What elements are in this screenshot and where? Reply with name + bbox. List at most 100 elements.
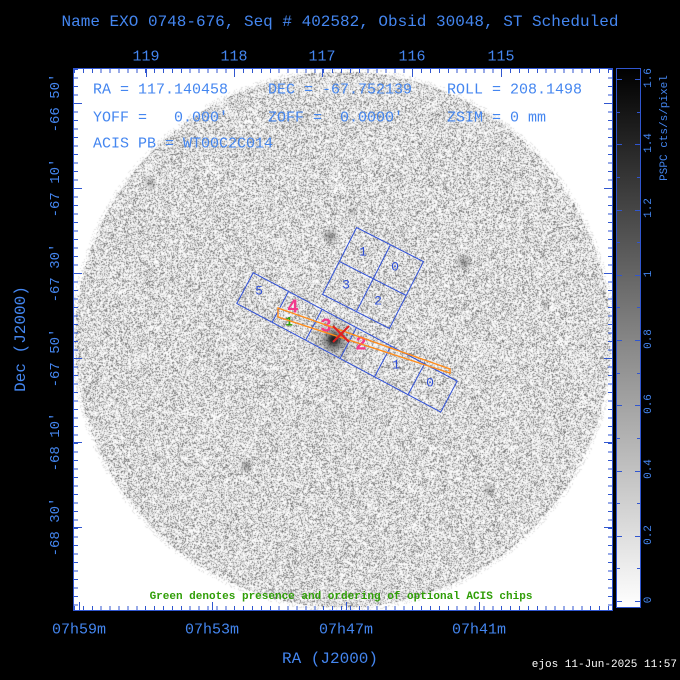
colorbar-tick bbox=[617, 340, 622, 341]
colorbar-tick bbox=[637, 372, 640, 374]
acis-s-divider bbox=[339, 327, 357, 359]
chip-number-label: 2 bbox=[355, 333, 367, 356]
colorbar-tick bbox=[635, 470, 640, 472]
colorbar-tick-label: 0.8 bbox=[643, 329, 655, 349]
chip-number-label: 0 bbox=[391, 259, 399, 275]
colorbar-tick bbox=[637, 242, 640, 244]
info-text: ZOFF = 0.0000' bbox=[268, 109, 404, 127]
colorbar-tick-label: 0.4 bbox=[643, 459, 655, 479]
info-text: ZSIM = 0 mm bbox=[447, 109, 547, 127]
chip-number-label: 1 bbox=[392, 357, 400, 373]
x-axis-top-major-tick bbox=[146, 69, 147, 77]
acis-s-divider bbox=[374, 345, 391, 377]
chip-number-label: 1 bbox=[359, 244, 367, 260]
y-axis-right-major-tick bbox=[604, 442, 612, 443]
x-axis-bottom-tick-label: 07h59m bbox=[51, 621, 107, 639]
chip-number-label: 2 bbox=[374, 293, 382, 309]
colorbar-tick bbox=[635, 405, 640, 407]
info-text: DEC = -67.752139 bbox=[268, 81, 413, 99]
colorbar-tick bbox=[617, 601, 622, 602]
x-axis-top-major-tick bbox=[412, 69, 413, 77]
colorbar-tick bbox=[635, 340, 640, 341]
y-axis-left-major-tick bbox=[74, 273, 82, 274]
y-axis-left-major-tick bbox=[74, 188, 82, 189]
x-axis-top-tick-label: 116 bbox=[398, 48, 426, 66]
chip-number-label: 3 bbox=[320, 315, 332, 338]
x-axis-bottom-major-tick bbox=[212, 602, 213, 610]
sky-plot-frame: Green denotes presence and ordering of o… bbox=[73, 68, 613, 611]
colorbar-tick-label: 1.2 bbox=[643, 198, 655, 218]
colorbar-tick bbox=[637, 503, 640, 505]
colorbar-tick-label: 1.6 bbox=[643, 68, 655, 88]
y-axis-left-major-tick bbox=[74, 103, 82, 104]
colorbar-tick bbox=[617, 79, 622, 80]
colorbar-tick-label: 0 bbox=[643, 596, 655, 604]
chip-number-label: 0 bbox=[426, 375, 434, 391]
colorbar bbox=[616, 68, 641, 608]
y-axis-right-major-tick bbox=[604, 358, 612, 359]
x-axis-top-tick-label: 119 bbox=[132, 48, 160, 66]
x-axis-top-tick-label: 117 bbox=[308, 48, 336, 66]
colorbar-tick bbox=[617, 372, 620, 374]
x-axis-bottom-major-tick bbox=[346, 602, 347, 610]
y-axis-left-tick-label: -67 10' bbox=[48, 158, 64, 218]
colorbar-tick bbox=[617, 111, 620, 113]
colorbar-tick bbox=[637, 111, 640, 113]
bottom-axis-minor-ticks bbox=[74, 606, 612, 610]
y-axis-left-major-tick bbox=[74, 358, 82, 359]
info-text: ROLL = 208.1498 bbox=[447, 81, 583, 99]
colorbar-tick bbox=[637, 307, 640, 309]
x-axis-bottom-tick-label: 07h41m bbox=[451, 621, 507, 639]
x-axis-top-major-tick bbox=[234, 69, 235, 77]
colorbar-tick bbox=[637, 176, 640, 178]
colorbar-tick-label: 0.6 bbox=[643, 394, 655, 414]
y-axis-left-major-tick bbox=[74, 527, 82, 528]
x-axis-top-tick-label: 118 bbox=[220, 48, 248, 66]
y-axis-left-tick-label: -67 50' bbox=[48, 328, 64, 388]
colorbar-tick bbox=[617, 470, 622, 472]
colorbar-tick bbox=[617, 209, 622, 211]
colorbar-tick bbox=[617, 274, 622, 276]
colorbar-tick-label: 0.2 bbox=[643, 525, 655, 545]
colorbar-tick-label: 1.4 bbox=[643, 133, 655, 153]
chip-number-label: 3 bbox=[342, 277, 350, 293]
colorbar-tick bbox=[617, 242, 620, 244]
colorbar-tick bbox=[617, 307, 620, 309]
colorbar-tick bbox=[635, 274, 640, 276]
x-axis-bottom-major-tick bbox=[479, 602, 480, 610]
x-axis-bottom-tick-label: 07h47m bbox=[318, 621, 374, 639]
colorbar-title: PSPC cts/s/pixel bbox=[659, 75, 671, 181]
colorbar-tick bbox=[617, 535, 622, 537]
x-axis-bottom-tick-label: 07h53m bbox=[184, 621, 240, 639]
colorbar-tick bbox=[635, 535, 640, 537]
left-axis-minor-ticks bbox=[74, 69, 78, 610]
chip-number-label: 1 bbox=[285, 314, 293, 330]
colorbar-tick bbox=[617, 405, 622, 407]
y-axis-title: Dec (J2000) bbox=[12, 286, 30, 392]
colorbar-tick bbox=[617, 144, 622, 146]
y-axis-left-tick-label: -67 30' bbox=[48, 243, 64, 303]
y-axis-right-major-tick bbox=[604, 103, 612, 104]
y-axis-right-major-tick bbox=[604, 527, 612, 528]
colorbar-tick bbox=[635, 209, 640, 211]
y-axis-left-tick-label: -66 50' bbox=[48, 73, 64, 133]
x-axis-bottom-major-tick bbox=[79, 602, 80, 610]
plot-title: Name EXO 0748-676, Seq # 402582, Obsid 3… bbox=[61, 13, 619, 31]
y-axis-left-tick-label: -68 10' bbox=[48, 412, 64, 472]
y-axis-right-major-tick bbox=[604, 273, 612, 274]
info-text: ACIS PB = WT00C2C014 bbox=[93, 135, 274, 153]
top-axis-minor-ticks bbox=[74, 69, 612, 73]
colorbar-tick-label: 1 bbox=[643, 270, 655, 278]
colorbar-tick bbox=[637, 437, 640, 439]
x-axis-title: RA (J2000) bbox=[281, 650, 379, 668]
right-axis-minor-ticks bbox=[608, 69, 612, 610]
x-axis-top-major-tick bbox=[501, 69, 502, 77]
x-axis-top-tick-label: 115 bbox=[487, 48, 515, 66]
colorbar-tick bbox=[617, 503, 620, 505]
timestamp-credit: ejos 11-Jun-2025 11:57 bbox=[531, 659, 677, 671]
y-axis-right-major-tick bbox=[604, 188, 612, 189]
x-axis-top-major-tick bbox=[322, 69, 323, 77]
info-text: RA = 117.140458 bbox=[93, 81, 229, 99]
colorbar-tick bbox=[635, 144, 640, 146]
